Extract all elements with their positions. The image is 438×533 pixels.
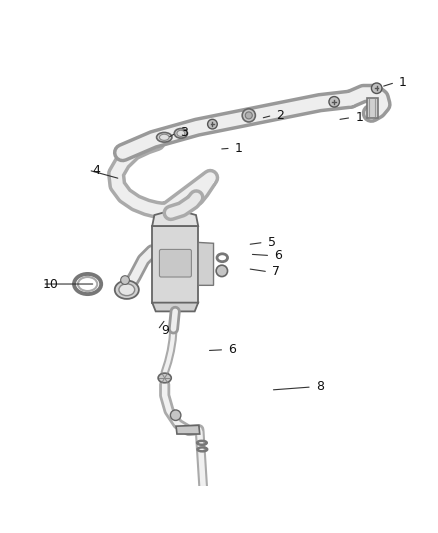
Text: 8: 8	[316, 381, 324, 393]
Polygon shape	[198, 243, 214, 285]
Ellipse shape	[115, 280, 139, 299]
Circle shape	[216, 265, 228, 277]
Text: 7: 7	[272, 265, 280, 278]
Text: 1: 1	[235, 142, 243, 155]
Ellipse shape	[119, 284, 135, 296]
Circle shape	[242, 109, 255, 122]
Text: 6: 6	[274, 249, 282, 262]
Ellipse shape	[159, 134, 169, 140]
Polygon shape	[367, 98, 378, 118]
Ellipse shape	[158, 373, 171, 383]
Text: 2: 2	[276, 109, 284, 122]
Text: 1: 1	[399, 76, 407, 89]
Text: 10: 10	[42, 278, 58, 290]
Circle shape	[245, 112, 252, 119]
Ellipse shape	[157, 133, 172, 142]
Text: 4: 4	[92, 164, 100, 176]
Polygon shape	[152, 303, 198, 311]
Circle shape	[208, 119, 217, 129]
FancyBboxPatch shape	[152, 226, 198, 303]
Text: 6: 6	[228, 343, 236, 356]
Polygon shape	[176, 425, 200, 434]
Text: 3: 3	[180, 126, 188, 140]
Circle shape	[170, 410, 181, 421]
Text: 5: 5	[268, 236, 276, 249]
FancyBboxPatch shape	[159, 249, 191, 277]
Text: 1: 1	[355, 111, 363, 124]
Text: 9: 9	[162, 324, 170, 336]
Polygon shape	[152, 209, 198, 226]
Circle shape	[121, 276, 130, 285]
Circle shape	[371, 83, 382, 93]
Ellipse shape	[177, 130, 185, 136]
Circle shape	[329, 96, 339, 107]
Ellipse shape	[174, 128, 187, 138]
